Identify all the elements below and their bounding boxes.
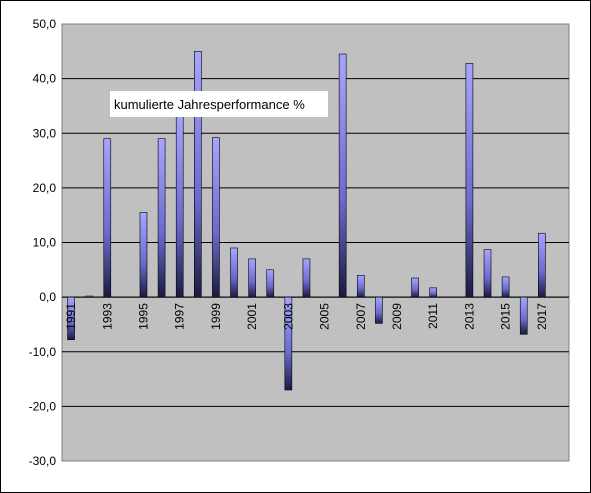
chart-title: kumulierte Jahresperformance % — [110, 91, 328, 117]
bar-2015 — [501, 276, 510, 298]
x-tick-label: 2005 — [318, 303, 332, 330]
y-tick-label: 10,0 — [33, 236, 57, 250]
x-axis-labels: 1991 1993 1995 1997 1999 2001 2003 2005 2007 2009… — [64, 303, 549, 330]
x-tick-label: 2007 — [354, 303, 368, 330]
bar-2008 — [375, 296, 383, 324]
x-tick-label: 2013 — [462, 303, 476, 330]
x-tick-label: 1993 — [100, 303, 114, 330]
bar-1997 — [175, 111, 184, 298]
bar-2011 — [429, 287, 437, 298]
x-tick-label: 2015 — [499, 303, 513, 330]
y-tick-label: 20,0 — [33, 181, 57, 195]
y-tick-label: 40,0 — [33, 72, 57, 86]
bar-1995 — [139, 212, 148, 298]
bar-1999 — [212, 137, 220, 298]
bar-2007 — [356, 274, 365, 298]
bar-2010 — [411, 277, 419, 298]
bar-2014 — [483, 249, 492, 298]
bar-2000 — [230, 247, 238, 298]
x-tick-label: 1997 — [173, 303, 187, 330]
bar-2016 — [519, 296, 528, 335]
y-tick-label: 50,0 — [33, 17, 57, 31]
bar-1993 — [103, 138, 112, 298]
bar-2013 — [465, 63, 474, 298]
y-tick-label: 30,0 — [33, 126, 57, 140]
bar-1992 — [85, 295, 93, 298]
bar-2002 — [266, 269, 275, 298]
y-tick-label: 0,0 — [39, 290, 56, 304]
chart-title-text: kumulierte Jahresperformance % — [114, 97, 305, 112]
y-tick-label: -10,0 — [29, 345, 57, 359]
x-tick-label: 2001 — [245, 303, 259, 330]
x-tick-label: 2009 — [390, 303, 404, 330]
y-tick-label: -20,0 — [29, 399, 57, 413]
bar-2017 — [538, 232, 546, 298]
x-tick-label: 2011 — [426, 303, 440, 329]
x-tick-label: 2003 — [281, 303, 295, 330]
bar-1996 — [157, 138, 166, 298]
x-tick-label: 1999 — [209, 303, 223, 330]
bar-1991 — [67, 296, 75, 341]
bar-2003 — [284, 296, 293, 391]
x-tick-label: 2017 — [535, 303, 549, 330]
y-axis-labels: 50,0 40,0 30,0 20,0 10,0 0,0 -10,0 -20,0 -30,0 — [29, 17, 57, 468]
bar-2004 — [302, 258, 311, 298]
y-tick-label: -30,0 — [29, 454, 57, 468]
bars — [67, 51, 546, 391]
bar-2006 — [338, 53, 347, 298]
bar-2001 — [248, 258, 256, 298]
x-tick-label: 1995 — [136, 303, 150, 330]
x-tick-label: 1991 — [64, 303, 78, 330]
bar-1998 — [194, 51, 202, 298]
